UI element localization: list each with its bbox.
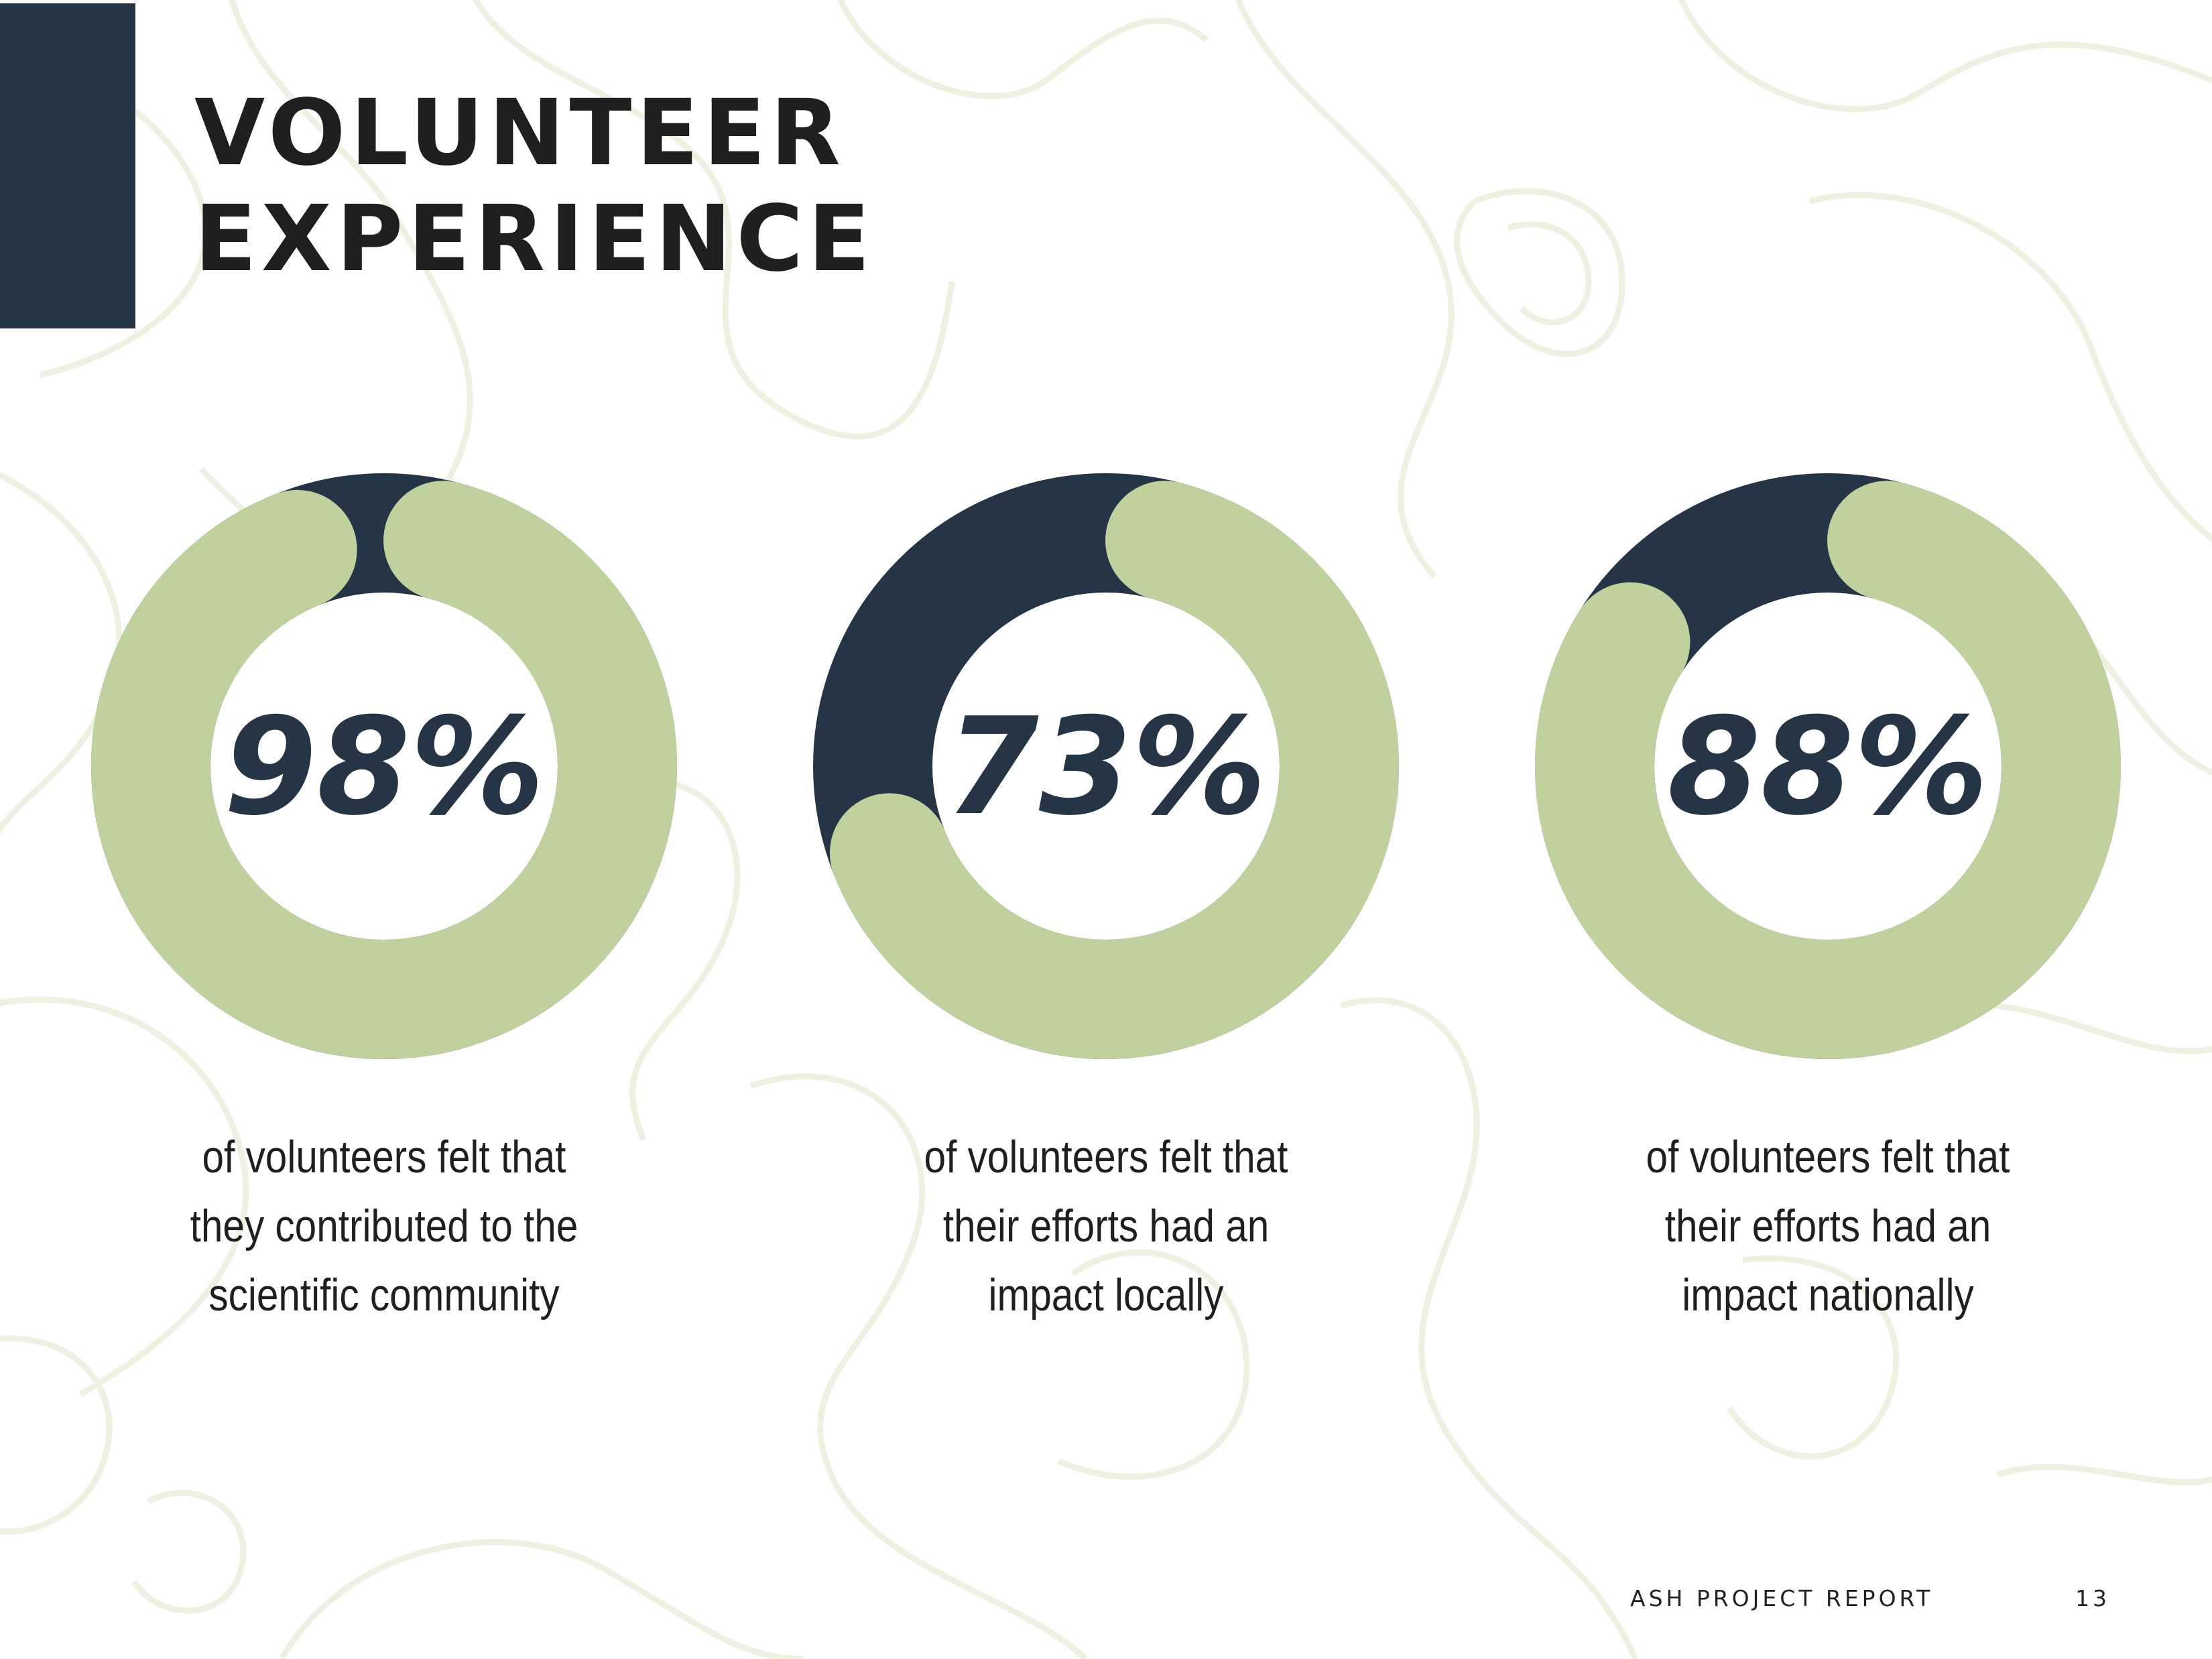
caption-3: of volunteers felt that their efforts ha… <box>1609 1123 2047 1330</box>
caption-1-line-2: they contributed to the <box>190 1201 578 1251</box>
page-title-line-2: EXPERIENCE <box>194 186 875 292</box>
caption-1-line-3: scientific community <box>208 1270 560 1320</box>
donut-chart-2: 73% <box>813 473 1399 1059</box>
page-number: 13 <box>2075 1585 2110 1611</box>
caption-2: of volunteers felt that their efforts ha… <box>887 1123 1325 1330</box>
donut-chart-1: 98% <box>91 473 677 1059</box>
donut-3-value-slice <box>1535 473 2121 1059</box>
donut-1-value-slice <box>91 473 677 1059</box>
donut-1-percent-label: 98% <box>224 689 545 845</box>
donut-3-percent-label: 88% <box>1668 689 1989 845</box>
page-title: VOLUNTEER EXPERIENCE <box>194 80 875 292</box>
caption-3-line-2: their efforts had an <box>1664 1201 1991 1251</box>
caption-2-line-2: their efforts had an <box>942 1201 1270 1251</box>
caption-1-line-1: of volunteers felt that <box>202 1131 566 1182</box>
title-accent-bar <box>0 3 135 328</box>
page-title-line-1: VOLUNTEER <box>194 80 845 186</box>
footer-report-name: ASH PROJECT REPORT <box>1630 1585 1934 1611</box>
caption-1: of volunteers felt that they contributed… <box>165 1123 603 1330</box>
caption-2-line-1: of volunteers felt that <box>924 1131 1288 1182</box>
caption-3-line-3: impact nationally <box>1682 1270 1974 1320</box>
donut-2-percent-label: 73% <box>946 689 1267 845</box>
caption-3-line-1: of volunteers felt that <box>1646 1131 2010 1182</box>
caption-2-line-3: impact locally <box>988 1270 1224 1320</box>
donut-2-value-slice <box>813 473 1399 1059</box>
donut-chart-3: 88% <box>1535 473 2121 1059</box>
